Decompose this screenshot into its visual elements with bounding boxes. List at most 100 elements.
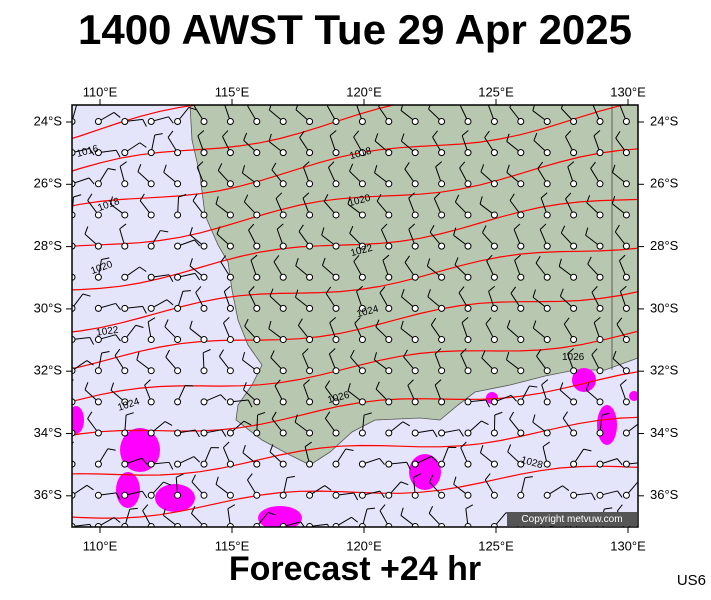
rain-area — [116, 472, 140, 508]
barb-tick — [321, 257, 326, 266]
barb-tick — [87, 411, 93, 419]
barb-tick — [381, 223, 388, 231]
station — [226, 491, 234, 499]
barb-tick — [562, 411, 569, 419]
barb-tick — [163, 481, 172, 486]
station — [411, 304, 419, 312]
station — [332, 180, 340, 188]
barb-tick — [513, 223, 521, 230]
land — [189, 105, 638, 466]
barb-tick — [379, 286, 386, 294]
station — [332, 398, 340, 406]
barb-tick — [619, 105, 621, 106]
barb-tick — [247, 399, 253, 408]
station — [121, 273, 129, 281]
station — [94, 367, 102, 375]
station — [622, 336, 630, 344]
station — [306, 336, 314, 344]
station — [490, 118, 498, 125]
station — [411, 149, 419, 157]
station — [94, 398, 102, 406]
station — [358, 273, 366, 281]
forecast-label: Forecast +24 hr — [229, 550, 481, 588]
station — [411, 336, 419, 344]
barb-staff — [72, 276, 73, 278]
station — [253, 273, 261, 281]
station — [200, 336, 208, 344]
barb-tick — [400, 507, 404, 516]
barb-tick — [89, 524, 92, 527]
barb-tick — [115, 334, 121, 342]
station — [622, 180, 630, 188]
barb-tick — [247, 473, 253, 481]
station — [200, 304, 208, 312]
station — [147, 460, 155, 468]
barb-tick — [101, 257, 110, 261]
barb-tick — [243, 132, 248, 141]
barb-tick — [558, 258, 562, 267]
station — [411, 242, 419, 250]
barb-tick — [324, 485, 332, 491]
barb-tick — [506, 133, 510, 142]
barb-tick — [510, 286, 517, 294]
barb-tick — [164, 421, 173, 426]
station — [570, 398, 578, 406]
station — [438, 460, 446, 468]
barb-tick — [110, 382, 115, 391]
station — [279, 398, 287, 406]
barb-tick — [494, 411, 503, 416]
station — [279, 491, 287, 499]
wind-barbs — [72, 105, 648, 527]
station — [200, 211, 208, 219]
station — [358, 491, 366, 499]
barb-tick — [413, 473, 421, 478]
barb-tick — [400, 133, 405, 142]
barb-tick — [514, 254, 521, 261]
station — [253, 180, 261, 188]
station — [464, 180, 472, 188]
station — [174, 367, 182, 375]
barb-tick — [257, 411, 266, 416]
barb-tick — [275, 192, 283, 199]
station — [490, 304, 498, 312]
lat-label-left: 28°S — [34, 238, 63, 253]
barb-tick — [242, 444, 246, 453]
lat-label-left: 26°S — [34, 176, 63, 191]
barb-tick — [593, 130, 601, 137]
barb-tick — [617, 490, 623, 498]
barb-tick — [129, 507, 138, 510]
barb-tick — [248, 286, 255, 293]
barb-tick — [641, 422, 648, 426]
station — [596, 304, 604, 312]
station — [306, 273, 314, 281]
barb-tick — [536, 349, 542, 357]
station — [94, 429, 102, 437]
barb-tick — [479, 445, 484, 453]
barb-tick — [480, 164, 485, 173]
barb-tick — [434, 379, 442, 386]
barb-tick — [402, 421, 411, 427]
isobar — [72, 105, 396, 172]
station — [385, 118, 393, 125]
station — [411, 398, 419, 406]
isobar — [72, 330, 638, 403]
station — [306, 491, 314, 499]
barb-tick — [353, 130, 360, 138]
barb-tick — [327, 524, 330, 527]
station — [253, 398, 261, 406]
barb-tick — [168, 462, 174, 470]
barb-tick — [270, 350, 275, 358]
station — [226, 118, 234, 125]
station — [147, 398, 155, 406]
barb-tick — [165, 349, 170, 358]
barb-tick — [243, 194, 249, 203]
barb-tick — [532, 414, 536, 423]
station — [596, 367, 604, 375]
barb-tick — [87, 193, 93, 201]
station — [464, 304, 472, 312]
barb-tick — [82, 293, 91, 297]
station — [174, 460, 182, 468]
barb-tick — [426, 258, 431, 267]
copyright: Copyright metvuw.com — [521, 514, 622, 525]
barb-tick — [509, 411, 514, 420]
